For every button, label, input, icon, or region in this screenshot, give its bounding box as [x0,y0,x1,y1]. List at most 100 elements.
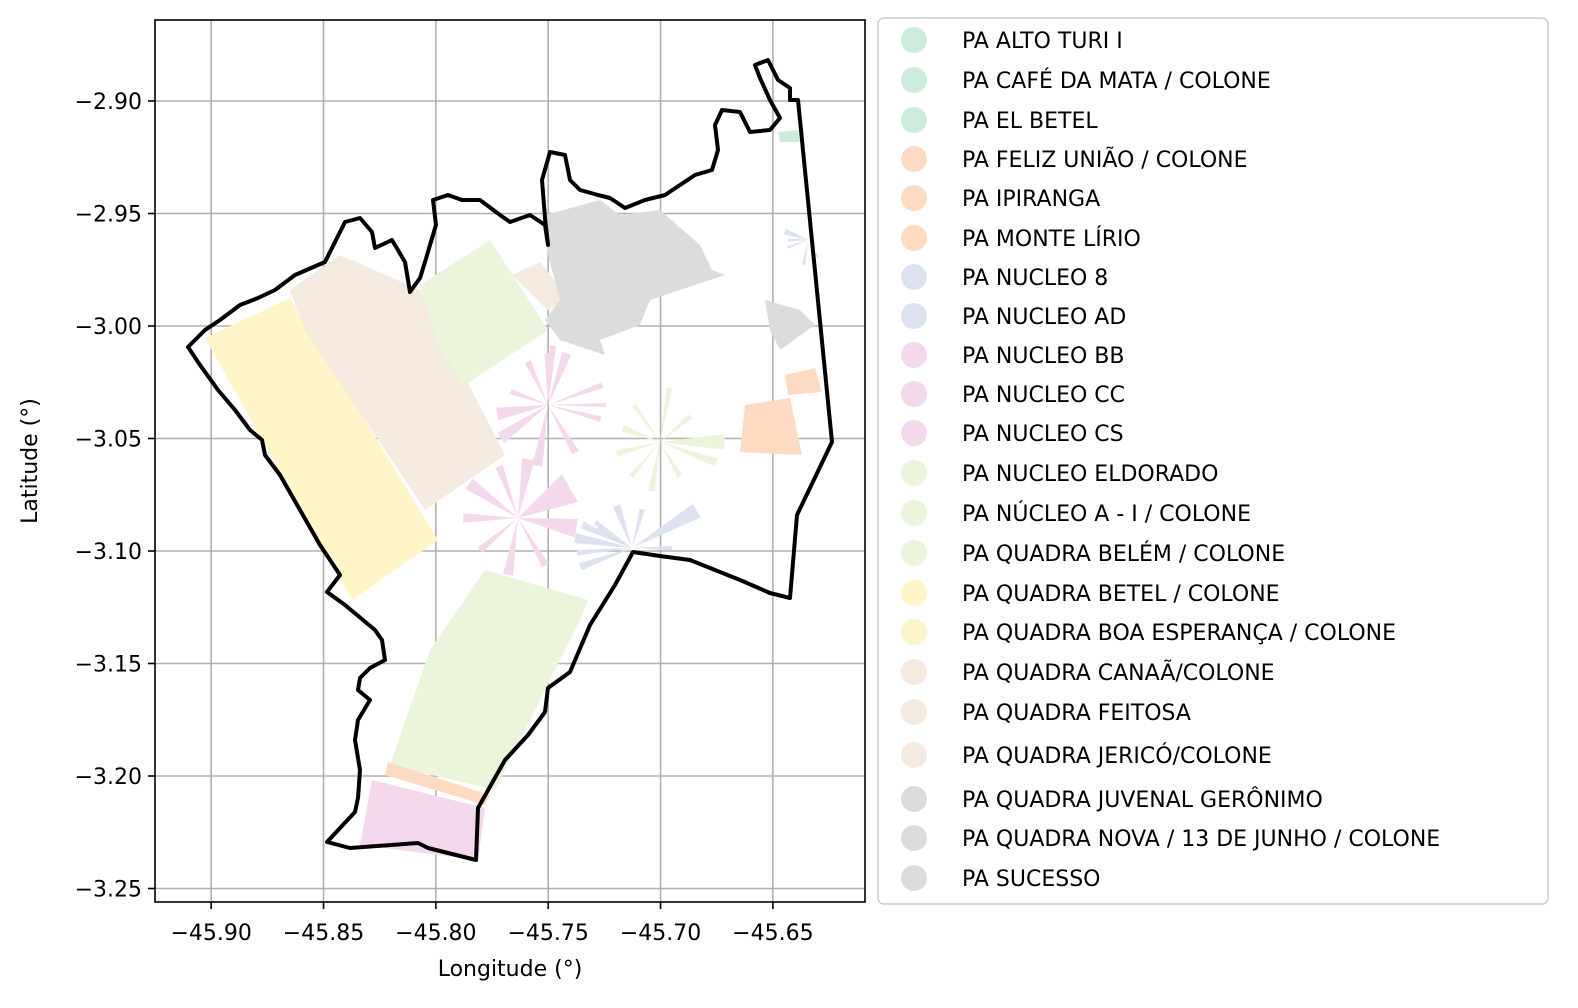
area-orange-east-small [785,368,822,395]
settlement-wedge [612,504,632,548]
settlement-wedge [593,520,632,548]
settlement-wedge [615,442,660,457]
settlement-wedge [463,513,518,523]
settlement-wedge [660,442,718,467]
legend-marker [901,865,927,891]
y-tick-label: −3.00 [75,315,142,340]
legend-label: PA NUCLEO AD [962,305,1126,330]
legend-label: PA NUCLEO 8 [962,266,1108,291]
settlement-wedge [632,403,660,442]
settlement-wedge [465,478,518,518]
settlement-wedge [502,518,518,576]
legend-label: PA ALTO TURI I [962,29,1123,54]
grid [155,20,865,902]
area-teal [778,130,800,142]
settlement-wedge [788,238,808,242]
settlement-wedge [548,405,579,455]
settlement-wedge [477,518,518,553]
x-tick-label: −45.90 [170,921,251,946]
legend-marker [901,825,927,851]
area-gray-east [765,300,815,350]
settlement-wedge [579,548,632,571]
legend-label: PA FELIZ UNIÃO / COLONE [962,146,1248,173]
x-axis: −45.90 −45.85 −45.80 −45.75 −45.70 −45.65 [170,902,814,946]
area-green-south [390,570,588,790]
legend-label: PA QUADRA BETEL / COLONE [962,582,1280,607]
y-tick-label: −3.10 [75,540,142,565]
settlement-wedge [548,345,557,405]
area-green-north [420,240,548,385]
area-beige [290,255,505,510]
legend-label: PA EL BETEL [962,109,1098,134]
legend-label: PA CAFÉ DA MATA / COLONE [962,68,1271,94]
settlement-wedge [548,351,572,405]
settlement-wedge [632,545,672,551]
legend-marker [901,540,927,566]
settlement-wedge [531,405,548,467]
settlement-wedge [548,405,602,422]
settlement-areas [205,130,822,860]
settlement-wedge [524,360,548,405]
legend-marker [901,27,927,53]
settlement-wedge [548,402,606,408]
settlement-wedge [495,465,518,518]
legend-marker [901,786,927,812]
y-tick-label: −3.15 [75,653,142,678]
settlement-wedge [632,503,701,548]
y-tick-label: −2.95 [75,203,142,228]
plot-area [155,20,865,902]
legend-marker [901,500,927,526]
legend-label: PA QUADRA JUVENAL GERÔNIMO [962,787,1323,813]
legend: PA ALTO TURI I PA CAFÉ DA MATA / COLONE PA… [877,17,1549,905]
legend-label: PA QUADRA FEITOSA [962,701,1191,726]
settlement-wedge [660,442,683,478]
settlement-wedge [548,382,604,405]
legend-label: PA QUADRA JERICÓ/COLONE [962,743,1272,769]
settlement-wedge [629,442,660,478]
area-pink-south [360,780,485,860]
legend-marker [901,67,927,93]
settlement-wedge [660,434,725,450]
legend-label: PA NUCLEO CC [962,383,1125,408]
settlement-wedge [518,518,578,538]
x-tick-label: −45.85 [283,921,364,946]
settlement-wedge [660,414,693,442]
x-tick-label: −45.75 [507,921,588,946]
legend-label: PA NUCLEO BB [962,344,1124,369]
settlement-wedge [786,240,808,249]
settlement-wedge [518,474,578,518]
municipality-boundary [186,58,834,862]
legend-marker [901,420,927,446]
legend-marker [901,699,927,725]
legend-label: PA NÚCLEO A - I / COLONE [962,501,1251,527]
legend-marker [901,342,927,368]
legend-marker [901,264,927,290]
x-axis-label: Longitude (°) [438,957,583,982]
legend-label: PA NUCLEO ELDORADO [962,462,1218,487]
x-tick-label: −45.70 [620,921,701,946]
x-tick-label: −45.80 [395,921,476,946]
settlement-wedge [801,240,808,265]
x-tick-label: −45.65 [732,921,813,946]
legend-label: PA IPIRANGA [962,187,1100,212]
legend-label: PA MONTE LÍRIO [962,226,1141,252]
legend-marker [901,659,927,685]
legend-marker [901,742,927,768]
settlement-wedge [632,508,646,548]
settlement-wedge [621,425,660,442]
legend-label: PA QUADRA BELÉM / COLONE [962,541,1285,567]
y-tick-label: −2.90 [75,90,142,115]
y-axis-label: Latitude (°) [18,398,43,524]
y-tick-label: −3.25 [75,878,142,903]
y-tick-label: −3.05 [75,428,142,453]
legend-marker [901,580,927,606]
legend-marker [901,619,927,645]
area-gray [545,200,725,355]
legend-label: PA QUADRA CANAÃ/COLONE [962,659,1275,686]
legend-label: PA QUADRA BOA ESPERANÇA / COLONE [962,621,1396,646]
settlement-wedge [497,405,548,444]
settlement-wedge [660,387,673,442]
legend-marker [901,185,927,211]
legend-marker [901,381,927,407]
